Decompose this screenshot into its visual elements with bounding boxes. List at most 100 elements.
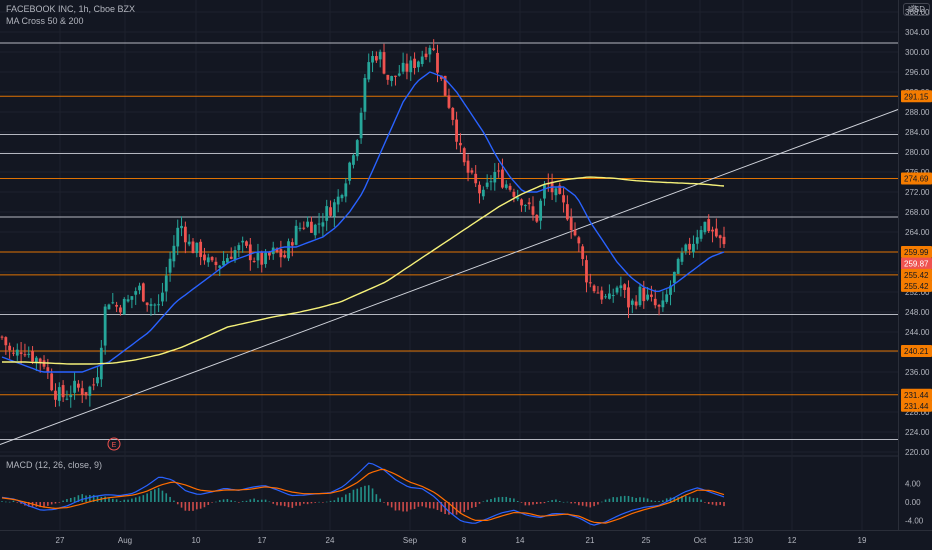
macd-histogram-bar [551, 500, 553, 502]
macd-histogram-bar [723, 502, 725, 507]
price-tick-label: 252.00 [905, 288, 930, 297]
macd-histogram-bar [111, 498, 114, 502]
macd-histogram-bar [650, 500, 653, 502]
macd-histogram-bar [322, 502, 324, 503]
macd-histogram-bar [471, 502, 473, 508]
macd-histogram-bar [241, 501, 244, 502]
candle-up [187, 241, 191, 245]
candle-up [401, 62, 405, 72]
candle-down [642, 287, 646, 302]
macd-histogram-bar [192, 502, 194, 511]
macd-histogram-bar [119, 501, 122, 502]
macd-histogram-bar [81, 494, 84, 502]
macd-histogram-bar [318, 501, 320, 503]
candle-down [23, 354, 27, 356]
candle-up [107, 304, 111, 310]
macd-histogram-bar [665, 498, 668, 502]
macd-histogram-bar [543, 502, 546, 504]
macd-histogram-bar [77, 495, 80, 502]
macd-histogram-bar [5, 501, 7, 503]
candle-down [520, 199, 523, 206]
macd-tick-label: -4.00 [905, 516, 924, 525]
macd-histogram-bar [704, 502, 706, 503]
candle-down [0, 336, 4, 338]
macd-histogram-bar [199, 502, 202, 509]
macd-histogram-bar [272, 502, 275, 504]
macd-histogram-bar [493, 497, 496, 502]
candle-up [397, 73, 401, 76]
macd-histogram-bar [356, 488, 359, 502]
macd-histogram-bar [69, 497, 72, 502]
macd-histogram-bar [104, 496, 106, 502]
macd-histogram-bar [639, 497, 641, 502]
macd-histogram-bar [8, 501, 11, 503]
candle-up [539, 200, 543, 221]
candle-up [604, 296, 607, 298]
macd-histogram-bar [501, 496, 504, 502]
candle-down [451, 107, 455, 120]
macd-histogram-bar [230, 500, 233, 502]
candle-up [264, 252, 267, 265]
macd-histogram-bar [539, 502, 542, 504]
candle-up [180, 225, 183, 229]
candle-up [233, 250, 237, 261]
candle-down [600, 290, 604, 300]
price-tick-label: 296.00 [905, 68, 930, 77]
candle-down [386, 74, 390, 80]
macd-histogram-bar [341, 497, 343, 502]
candle-up [34, 357, 38, 363]
candle-down [581, 246, 585, 259]
macd-histogram-bar [520, 502, 523, 503]
candle-up [96, 377, 99, 384]
macd-histogram-bar [291, 502, 294, 508]
candle-down [12, 352, 15, 354]
price-label-value: 259.87 [904, 260, 929, 269]
candle-down [527, 202, 531, 205]
macd-histogram-bar [43, 502, 45, 508]
candle-down [214, 261, 218, 266]
macd-histogram-bar [154, 489, 156, 502]
macd-histogram-bar [505, 496, 508, 502]
candle-down [31, 350, 34, 362]
macd-histogram-bar [329, 500, 332, 502]
macd-histogram-bar [16, 502, 19, 503]
candle-down [329, 207, 332, 216]
candle-up [168, 258, 172, 273]
price-tick-label: 236.00 [905, 368, 930, 377]
macd-histogram-bar [222, 499, 225, 502]
price-tick-label: 220.00 [905, 448, 930, 457]
candle-down [210, 257, 214, 261]
candle-up [367, 62, 371, 80]
macd-histogram-bar [616, 497, 618, 502]
macd-histogram-bar [218, 500, 221, 502]
candle-up [69, 394, 73, 398]
macd-histogram-bar [207, 502, 210, 505]
candle-down [569, 217, 573, 230]
candle-up [485, 182, 489, 187]
macd-histogram-bar [345, 494, 347, 502]
candle-down [80, 388, 84, 395]
candle-down [77, 383, 80, 388]
macd-histogram-bar [165, 493, 168, 502]
candle-down [84, 392, 88, 396]
gear-icon[interactable]: ⚙ [909, 4, 918, 15]
candle-up [176, 227, 180, 247]
candle-down [577, 237, 581, 244]
candle-down [585, 260, 588, 283]
candle-down [8, 345, 12, 351]
candle-down [145, 302, 149, 306]
price-label-badge [901, 246, 932, 259]
candle-up [352, 155, 355, 165]
macd-histogram-bar [352, 489, 355, 502]
candle-down [19, 352, 23, 354]
macd-histogram-bar [276, 502, 278, 506]
currency-badge[interactable]: USD [903, 3, 930, 16]
candle-down [4, 337, 8, 346]
candle-up [298, 227, 302, 229]
candle-down [439, 75, 443, 79]
candle-up [493, 171, 497, 183]
price-label-badge [901, 172, 932, 185]
time-tick-label: 8 [462, 536, 467, 545]
macd-histogram-bar [696, 497, 699, 502]
